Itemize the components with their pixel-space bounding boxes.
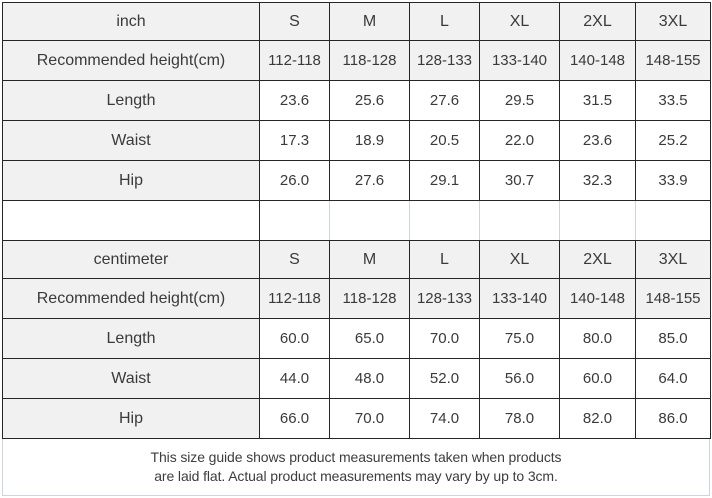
row-label-cell: Waist [2, 358, 260, 399]
value-cell: 18.9 [329, 120, 410, 161]
size-header-cell: 3XL [635, 240, 711, 279]
unit-label-cell: inch [2, 2, 260, 41]
value-cell: 32.3 [559, 160, 636, 201]
note-line-1: This size guide shows product measuremen… [150, 449, 562, 465]
value-cell: 25.6 [329, 80, 410, 121]
unit-header-row: centimeter S M L XL 2XL 3XL [2, 240, 711, 279]
size-header-cell: M [329, 2, 410, 41]
value-cell: 25.2 [635, 120, 711, 161]
spacer-cell [259, 200, 330, 241]
size-header-cell: XL [479, 2, 560, 41]
row-label-cell: Hip [2, 160, 260, 201]
value-cell: 86.0 [635, 398, 711, 439]
value-cell: 118-128 [329, 278, 410, 319]
unit-label-cell: centimeter [2, 240, 260, 279]
value-cell: 29.1 [409, 160, 480, 201]
value-cell: 27.6 [329, 160, 410, 201]
size-chart-table: inch S M L XL 2XL 3XL Recommended height(cm) 112… [2, 2, 711, 439]
row-label-cell: Hip [2, 398, 260, 439]
value-cell: 66.0 [259, 398, 330, 439]
measurement-row: Length 60.0 65.0 70.0 75.0 80.0 85.0 [2, 318, 711, 359]
value-cell: 70.0 [409, 318, 480, 359]
value-cell: 44.0 [259, 358, 330, 399]
note-line-2: are laid flat. Actual product measuremen… [154, 468, 558, 484]
measurement-row: Recommended height(cm) 112-118 118-128 128-… [2, 40, 711, 81]
spacer-label-cell [2, 200, 260, 241]
value-cell: 29.5 [479, 80, 560, 121]
spacer-cell [479, 200, 560, 241]
value-cell: 85.0 [635, 318, 711, 359]
size-header-cell: 2XL [559, 2, 636, 41]
measurement-row: Hip 66.0 70.0 74.0 78.0 82.0 86.0 [2, 398, 711, 439]
value-cell: 112-118 [259, 40, 330, 81]
value-cell: 33.5 [635, 80, 711, 121]
value-cell: 140-148 [559, 278, 636, 319]
value-cell: 17.3 [259, 120, 330, 161]
value-cell: 56.0 [479, 358, 560, 399]
measurement-row: Recommended height(cm) 112-118 118-128 128-… [2, 278, 711, 319]
value-cell: 27.6 [409, 80, 480, 121]
size-header-cell: L [409, 240, 480, 279]
value-cell: 31.5 [559, 80, 636, 121]
value-cell: 80.0 [559, 318, 636, 359]
size-header-cell: XL [479, 240, 560, 279]
value-cell: 70.0 [329, 398, 410, 439]
value-cell: 133-140 [479, 40, 560, 81]
row-label-cell: Length [2, 80, 260, 121]
spacer-cell [409, 200, 480, 241]
value-cell: 82.0 [559, 398, 636, 439]
value-cell: 64.0 [635, 358, 711, 399]
size-header-cell: S [259, 240, 330, 279]
value-cell: 65.0 [329, 318, 410, 359]
value-cell: 48.0 [329, 358, 410, 399]
value-cell: 23.6 [259, 80, 330, 121]
row-label-cell: Recommended height(cm) [2, 40, 260, 81]
size-header-cell: L [409, 2, 480, 41]
spacer-cell [559, 200, 636, 241]
value-cell: 128-133 [409, 278, 480, 319]
value-cell: 118-128 [329, 40, 410, 81]
value-cell: 30.7 [479, 160, 560, 201]
value-cell: 74.0 [409, 398, 480, 439]
unit-header-row: inch S M L XL 2XL 3XL [2, 2, 711, 41]
value-cell: 128-133 [409, 40, 480, 81]
measurement-row: Waist 17.3 18.9 20.5 22.0 23.6 25.2 [2, 120, 711, 161]
measurement-row: Hip 26.0 27.6 29.1 30.7 32.3 33.9 [2, 160, 711, 201]
row-label-cell: Recommended height(cm) [2, 278, 260, 319]
spacer-cell [329, 200, 410, 241]
size-guide-note: This size guide shows product measuremen… [2, 439, 710, 496]
value-cell: 148-155 [635, 278, 711, 319]
size-header-cell: S [259, 2, 330, 41]
spacer-row [2, 200, 711, 241]
value-cell: 133-140 [479, 278, 560, 319]
value-cell: 148-155 [635, 40, 711, 81]
value-cell: 78.0 [479, 398, 560, 439]
value-cell: 52.0 [409, 358, 480, 399]
value-cell: 140-148 [559, 40, 636, 81]
value-cell: 60.0 [259, 318, 330, 359]
value-cell: 20.5 [409, 120, 480, 161]
value-cell: 75.0 [479, 318, 560, 359]
value-cell: 23.6 [559, 120, 636, 161]
size-header-cell: M [329, 240, 410, 279]
value-cell: 112-118 [259, 278, 330, 319]
size-header-cell: 3XL [635, 2, 711, 41]
row-label-cell: Waist [2, 120, 260, 161]
measurement-row: Length 23.6 25.6 27.6 29.5 31.5 33.5 [2, 80, 711, 121]
size-header-cell: 2XL [559, 240, 636, 279]
size-chart-body: inch S M L XL 2XL 3XL Recommended height(cm) 112… [2, 2, 711, 439]
value-cell: 22.0 [479, 120, 560, 161]
row-label-cell: Length [2, 318, 260, 359]
measurement-row: Waist 44.0 48.0 52.0 56.0 60.0 64.0 [2, 358, 711, 399]
spacer-cell [635, 200, 711, 241]
value-cell: 26.0 [259, 160, 330, 201]
value-cell: 60.0 [559, 358, 636, 399]
value-cell: 33.9 [635, 160, 711, 201]
